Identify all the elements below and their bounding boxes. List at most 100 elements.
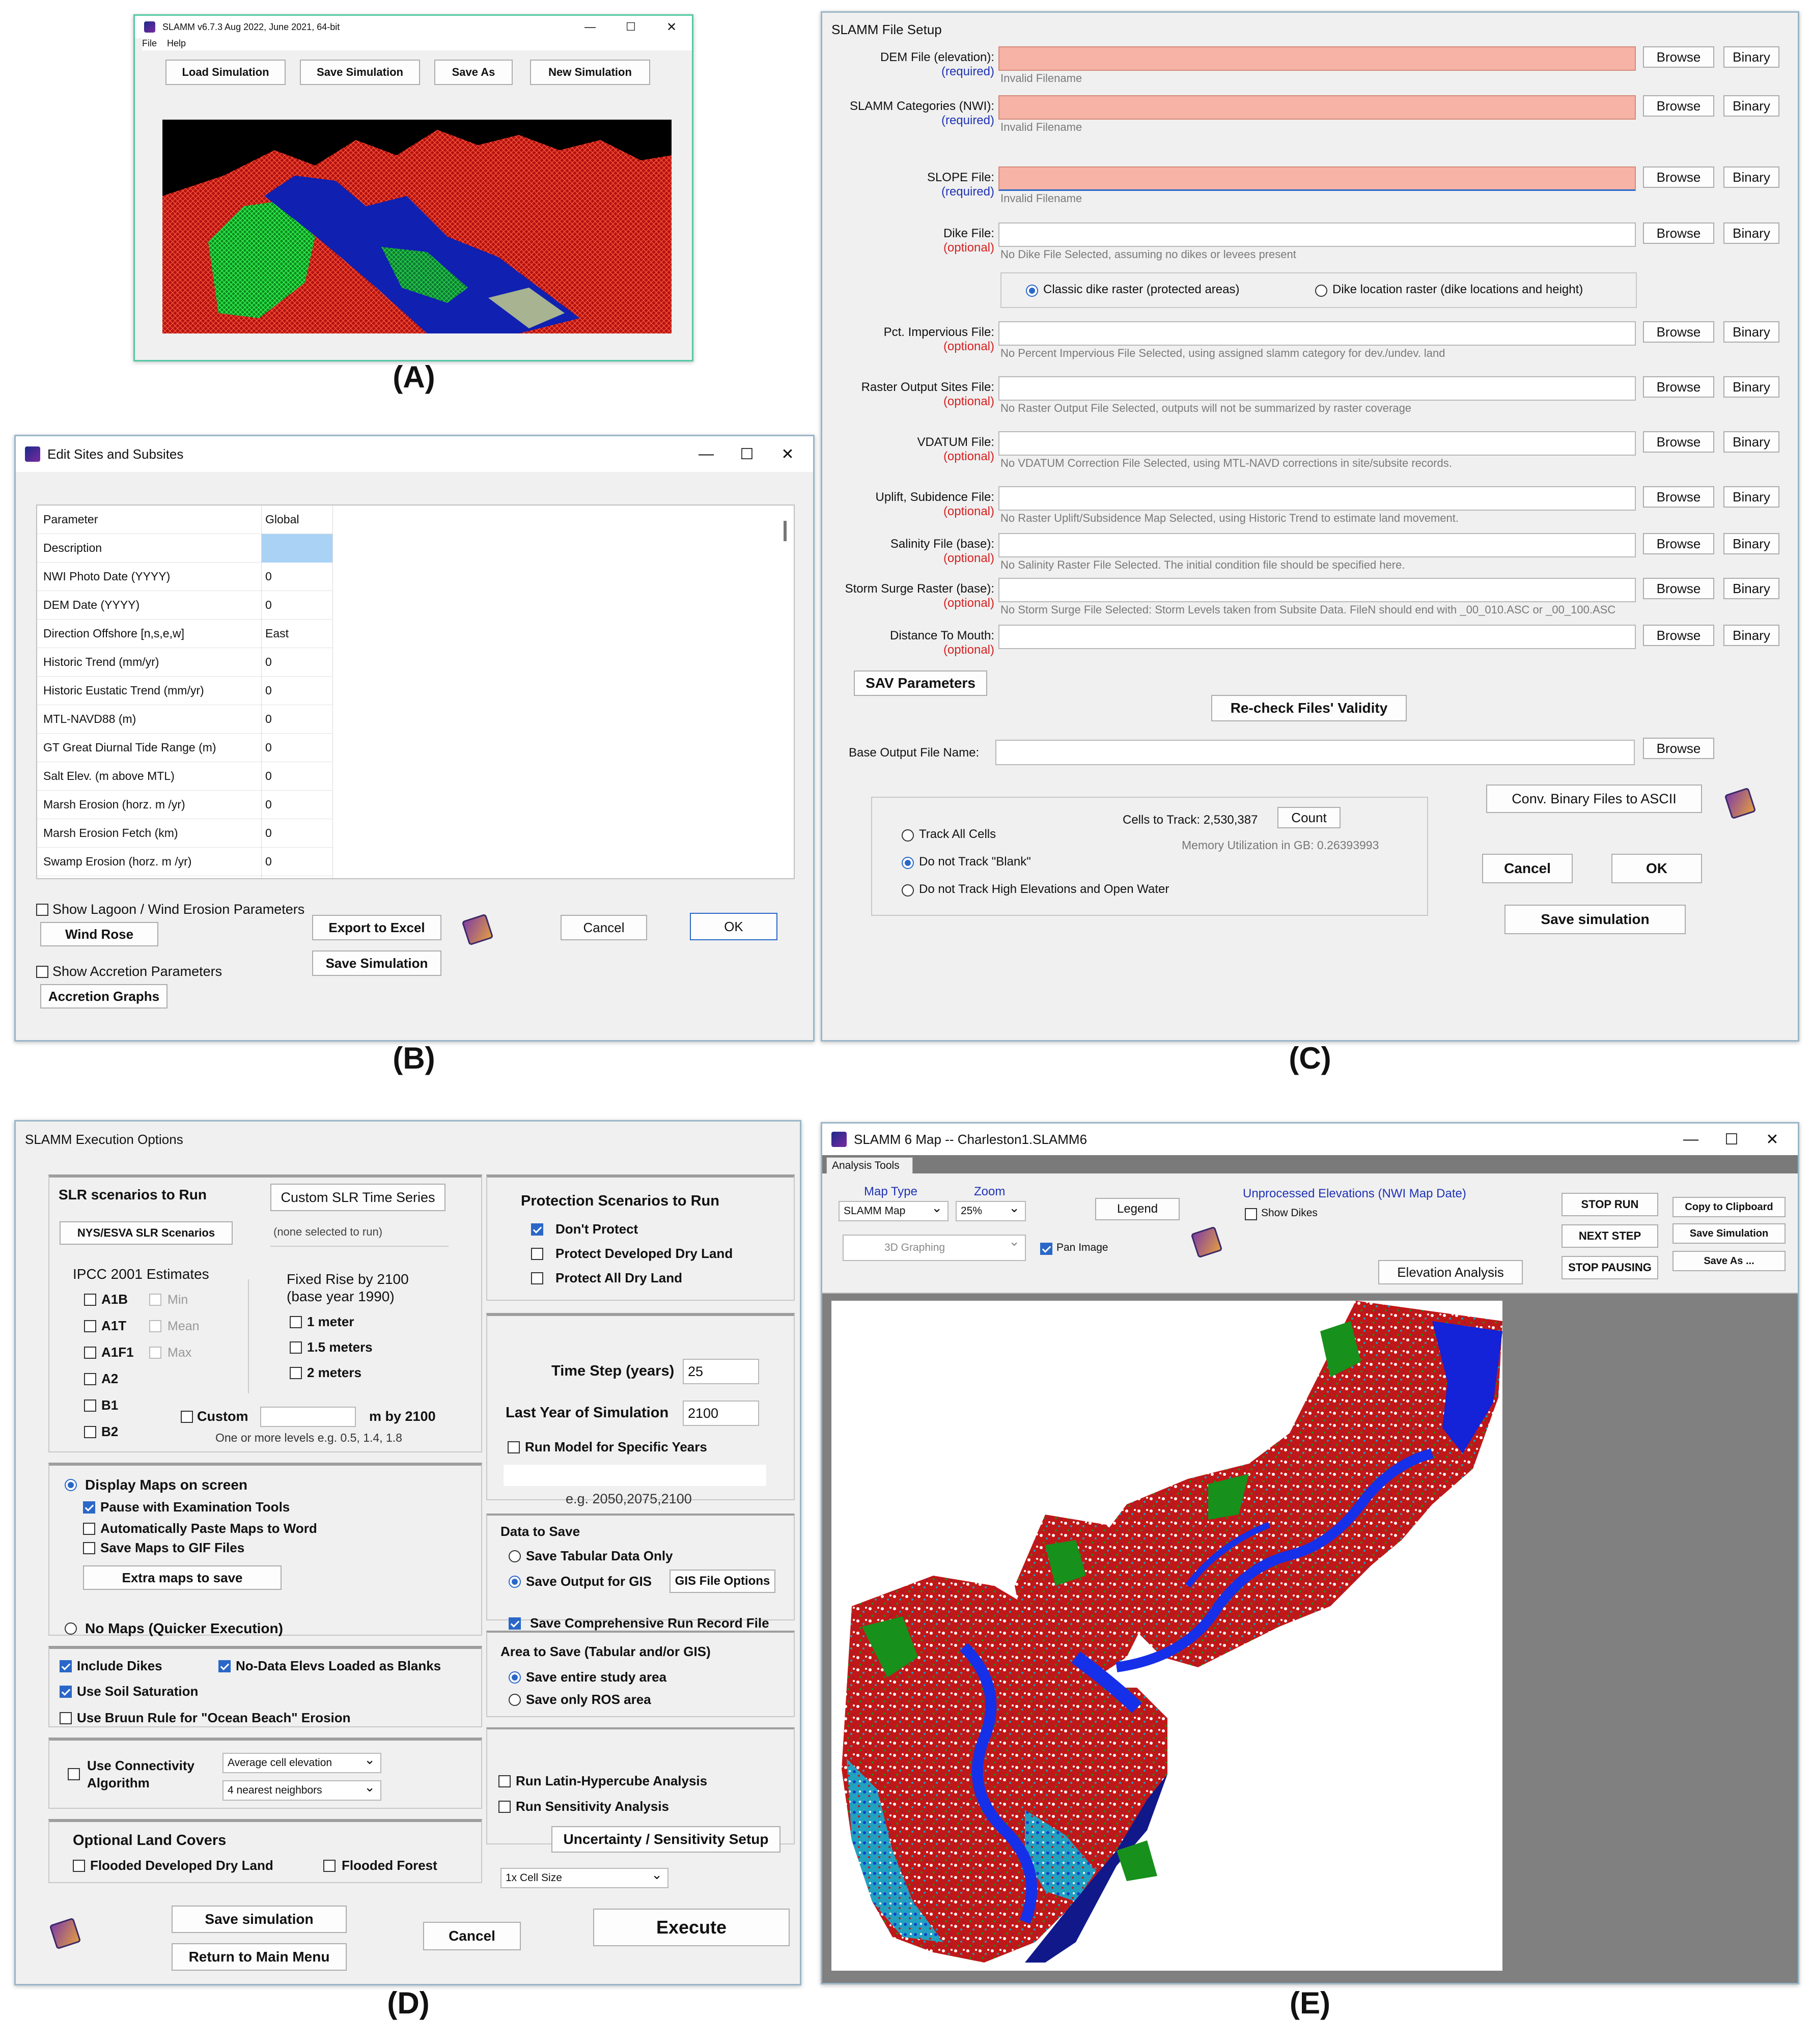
protect-all-checkbox[interactable] (531, 1272, 543, 1284)
binary-button[interactable]: Binary (1723, 625, 1779, 646)
file-path-input[interactable] (998, 321, 1636, 346)
table-row[interactable]: NWI Photo Date (YYYY) 0 (37, 563, 332, 591)
table-row[interactable]: MTL-NAVD88 (m) 0 (37, 705, 332, 734)
gif-checkbox[interactable] (83, 1542, 95, 1554)
save-simulation-button[interactable]: Save simulation (172, 1906, 347, 1933)
row-value[interactable]: 0 (265, 855, 272, 868)
binary-button[interactable]: Binary (1723, 431, 1779, 453)
base-output-browse-button[interactable]: Browse (1643, 738, 1714, 759)
file-path-input[interactable] (998, 486, 1636, 511)
legend-button[interactable]: Legend (1095, 1198, 1180, 1220)
file-path-input[interactable] (998, 95, 1636, 120)
binary-button[interactable]: Binary (1723, 222, 1779, 244)
binary-button[interactable]: Binary (1723, 533, 1779, 554)
custom-checkbox[interactable] (181, 1411, 193, 1423)
binary-button[interactable]: Binary (1723, 166, 1779, 188)
file-path-input[interactable] (998, 431, 1636, 456)
load-simulation-button[interactable]: Load Simulation (165, 60, 286, 85)
show-dikes-checkbox[interactable] (1245, 1208, 1257, 1220)
new-simulation-button[interactable]: New Simulation (530, 60, 650, 85)
cancel-button[interactable]: Cancel (1482, 854, 1573, 883)
table-row[interactable]: Historic Eustatic Trend (mm/yr) 0 (37, 677, 332, 705)
close-button[interactable]: ✕ (1766, 1131, 1779, 1148)
count-button[interactable]: Count (1277, 807, 1341, 828)
pan-image-checkbox[interactable] (1040, 1243, 1052, 1255)
fixed-rise-checkbox[interactable] (290, 1341, 302, 1354)
export-to-excel-button[interactable]: Export to Excel (312, 915, 441, 940)
close-button[interactable]: ✕ (666, 20, 677, 34)
fixed-rise-checkbox[interactable] (290, 1367, 302, 1379)
connectivity-checkbox[interactable] (68, 1768, 80, 1780)
stop-run-button[interactable]: STOP RUN (1562, 1193, 1658, 1216)
track-all-radio[interactable] (902, 829, 914, 842)
ipcc-checkbox[interactable] (84, 1399, 96, 1412)
save-simulation-button[interactable]: Save Simulation (1672, 1223, 1786, 1244)
specific-years-checkbox[interactable] (508, 1441, 520, 1453)
row-value[interactable]: 0 (265, 655, 272, 668)
cancel-button[interactable]: Cancel (423, 1922, 521, 1950)
entire-area-radio[interactable] (509, 1671, 521, 1684)
binary-button[interactable]: Binary (1723, 321, 1779, 343)
menu-help[interactable]: Help (167, 38, 186, 48)
custom-slr-input[interactable] (260, 1407, 356, 1427)
ipcc-checkbox[interactable] (84, 1294, 96, 1306)
recheck-files-button[interactable]: Re-check Files' Validity (1211, 695, 1407, 721)
cell-size-select[interactable]: 1x Cell Size (500, 1867, 668, 1888)
row-value[interactable]: 0 (265, 598, 272, 611)
nys-esva-button[interactable]: NYS/ESVA SLR Scenarios (60, 1221, 233, 1245)
execute-button[interactable]: Execute (593, 1909, 790, 1946)
wind-rose-button[interactable]: Wind Rose (40, 922, 158, 946)
convert-binary-button[interactable]: Conv. Binary Files to ASCII (1486, 785, 1702, 813)
ok-button[interactable]: OK (1611, 854, 1702, 883)
row-value[interactable]: 0 (265, 741, 272, 754)
row-value[interactable]: 0 (265, 712, 272, 725)
file-path-input[interactable] (998, 625, 1636, 649)
file-path-input[interactable] (998, 166, 1636, 191)
browse-button[interactable]: Browse (1643, 46, 1714, 68)
help-book-icon[interactable] (1724, 787, 1757, 820)
save-as-button[interactable]: Save As (434, 60, 513, 85)
connectivity-elevation-select[interactable]: Average cell elevation (222, 1752, 381, 1773)
extra-maps-button[interactable]: Extra maps to save (83, 1565, 282, 1590)
custom-slr-button[interactable]: Custom SLR Time Series (270, 1184, 445, 1211)
menu-file[interactable]: File (142, 38, 157, 48)
browse-button[interactable]: Browse (1643, 486, 1714, 508)
browse-button[interactable]: Browse (1643, 533, 1714, 554)
time-step-input[interactable]: 25 (683, 1359, 759, 1384)
binary-button[interactable]: Binary (1723, 578, 1779, 599)
table-row[interactable]: Salt Elev. (m above MTL) 0 (37, 762, 332, 791)
maximize-button[interactable]: ☐ (1724, 1131, 1739, 1148)
row-value[interactable] (261, 534, 332, 563)
copy-clipboard-button[interactable]: Copy to Clipboard (1672, 1197, 1786, 1217)
binary-button[interactable]: Binary (1723, 95, 1779, 117)
table-row[interactable]: Marsh Erosion Fetch (km) 0 (37, 819, 332, 848)
bruun-checkbox[interactable] (60, 1712, 72, 1724)
save-simulation-button[interactable]: Save Simulation (300, 60, 420, 85)
uncertainty-setup-button[interactable]: Uncertainty / Sensitivity Setup (551, 1826, 780, 1853)
map-type-select[interactable]: SLAMM Map (839, 1200, 949, 1221)
row-value[interactable]: 0 (265, 826, 272, 839)
return-main-menu-button[interactable]: Return to Main Menu (172, 1943, 347, 1971)
display-maps-radio[interactable] (65, 1479, 77, 1491)
pause-checkbox[interactable] (83, 1501, 95, 1514)
minimize-button[interactable]: — (699, 445, 714, 462)
zoom-select[interactable]: 25% (956, 1200, 1026, 1221)
close-button[interactable]: ✕ (781, 445, 794, 463)
next-step-button[interactable]: NEXT STEP (1562, 1224, 1658, 1248)
table-row[interactable]: Marsh Erosion (horz. m /yr) 0 (37, 791, 332, 819)
help-book-icon[interactable] (49, 1917, 81, 1950)
browse-button[interactable]: Browse (1643, 95, 1714, 117)
fixed-rise-checkbox[interactable] (290, 1316, 302, 1328)
help-book-icon[interactable] (461, 913, 494, 946)
nodata-checkbox[interactable] (218, 1660, 231, 1672)
row-value[interactable]: East (265, 627, 289, 640)
paste-checkbox[interactable] (83, 1523, 95, 1535)
save-simulation-button[interactable]: Save Simulation (312, 950, 441, 976)
flooded-forest-checkbox[interactable] (323, 1860, 336, 1872)
stop-pausing-button[interactable]: STOP PAUSING (1562, 1256, 1658, 1279)
stat-checkbox[interactable] (149, 1320, 161, 1332)
maximize-button[interactable]: ☐ (740, 445, 754, 463)
flooded-dev-checkbox[interactable] (73, 1860, 85, 1872)
stat-checkbox[interactable] (149, 1294, 161, 1306)
cancel-button[interactable]: Cancel (561, 915, 647, 940)
